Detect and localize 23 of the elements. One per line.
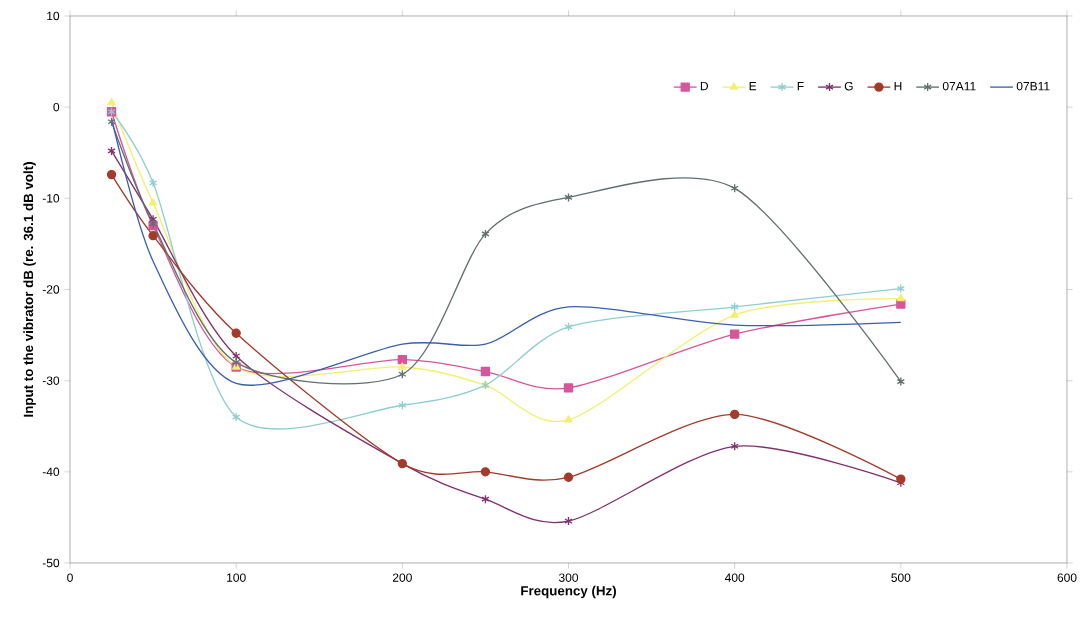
x-tick-label: 300 (558, 573, 579, 582)
y-tick-label: -10 (42, 194, 60, 203)
legend-label: 07A11 (942, 81, 976, 91)
legend-label: G (844, 81, 853, 91)
x-tick-label: 500 (891, 573, 911, 582)
x-tick-label: 400 (724, 573, 745, 582)
legend-label: 07B11 (1016, 81, 1050, 91)
y-tick-label: -30 (42, 376, 60, 385)
y-tick-label: -40 (42, 467, 60, 477)
x-tick-label: 600 (1057, 573, 1077, 582)
legend-label: D (700, 81, 709, 91)
x-tick-label: 0 (67, 573, 73, 582)
y-tick-label: -20 (42, 285, 60, 294)
y-tick-label: 10 (47, 11, 60, 21)
legend-label: F (797, 81, 804, 91)
x-axis-title: Frequency (Hz) (521, 585, 616, 599)
y-tick-label: -50 (42, 558, 60, 568)
legend-label: H (894, 81, 902, 91)
x-tick-label: 100 (227, 573, 246, 582)
x-tick-label: 200 (392, 573, 412, 582)
y-axis-title: Input to the vibrator dB (re. 36.1 dB volt) (23, 162, 36, 417)
y-tick-label: 0 (53, 102, 60, 112)
legend-label: E (749, 81, 757, 91)
